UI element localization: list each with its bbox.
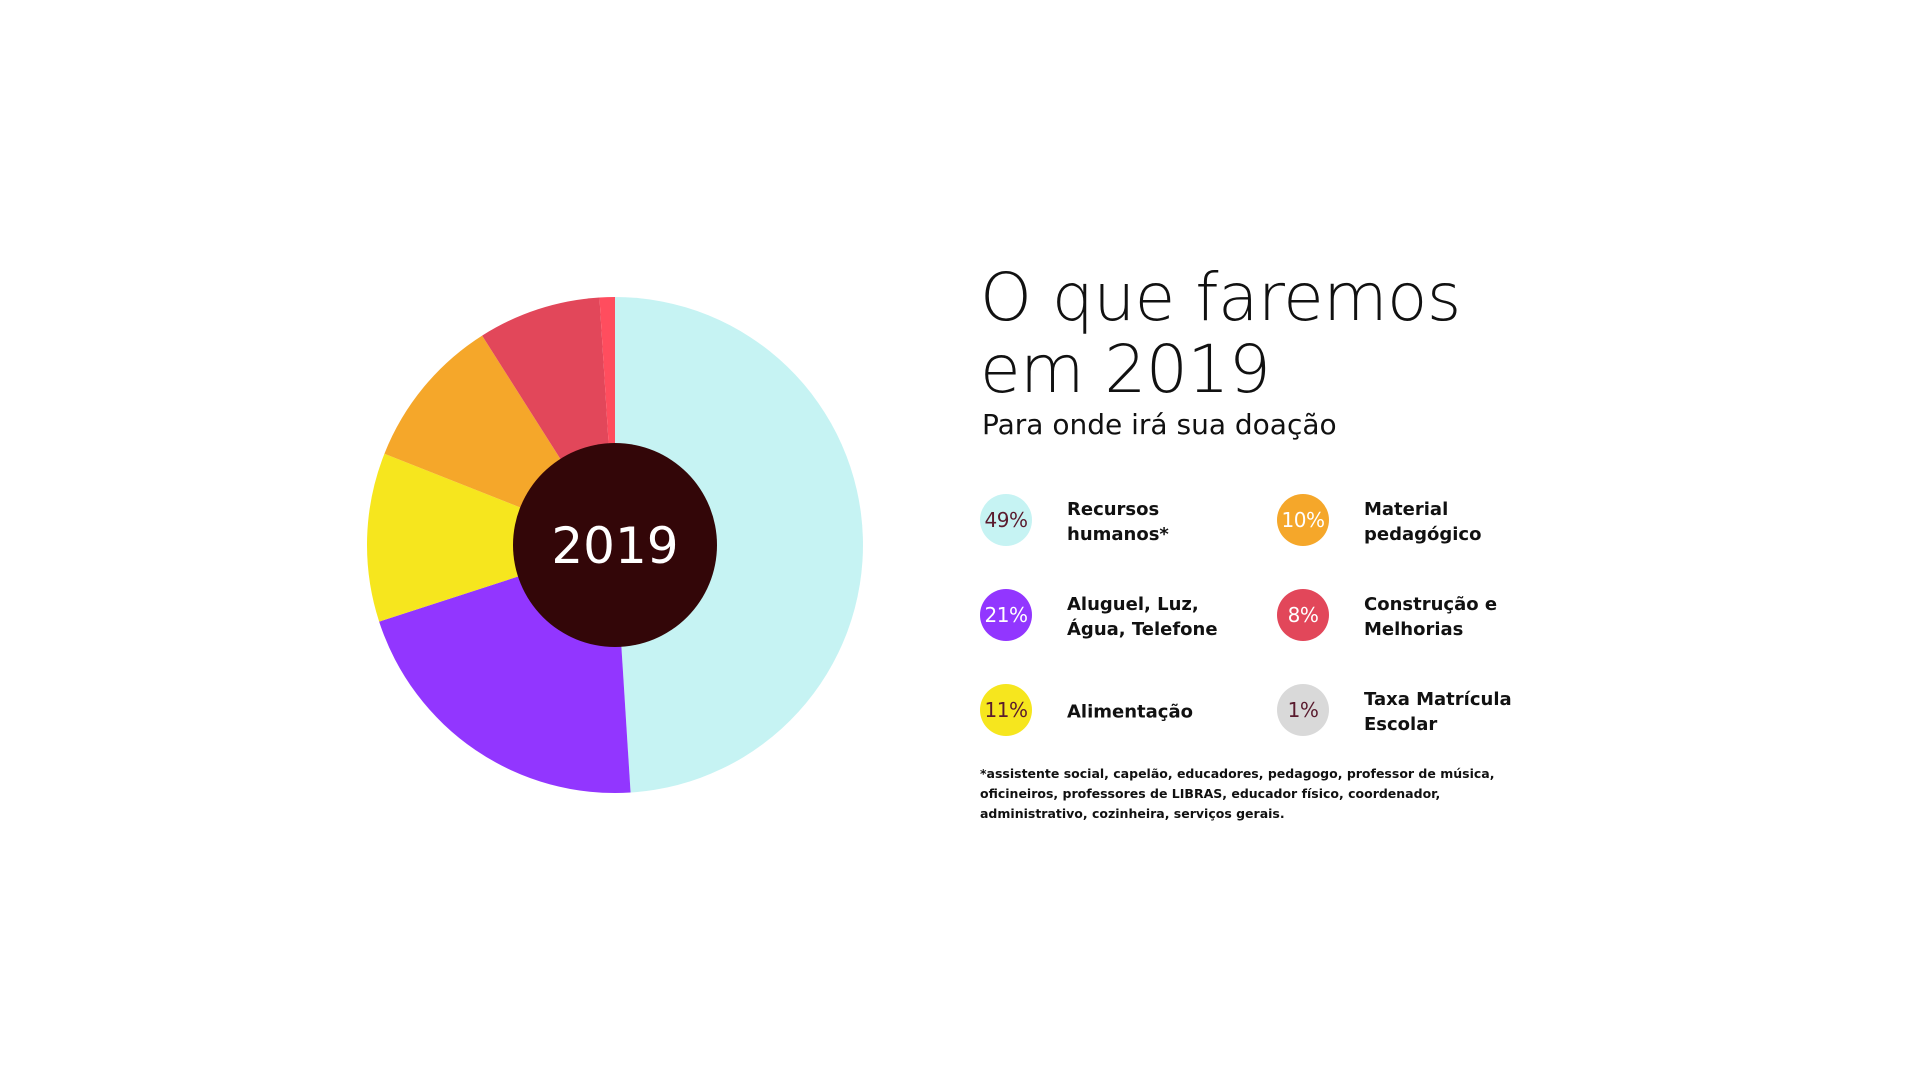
legend-label: Aluguel, Luz, Água, Telefone — [1067, 594, 1218, 640]
legend-item: 1% Taxa Matrícula Escolar — [1277, 684, 1547, 740]
legend-item: 49% Recursos humanos* — [980, 494, 1250, 550]
legend-label: Recursos humanos* — [1067, 499, 1169, 545]
legend-percent-badge: 8% — [1277, 589, 1329, 641]
legend-item: 8% Construção e Melhorias — [1277, 589, 1547, 645]
chart-center-circle — [513, 443, 717, 647]
legend-item: 10% Material pedagógico — [1277, 494, 1547, 550]
legend-item: 21% Aluguel, Luz, Água, Telefone — [980, 589, 1250, 645]
pie-slice — [367, 453, 615, 622]
legend-label: Taxa Matrícula Escolar — [1364, 689, 1512, 735]
page-title: O que faremos em 2019 — [980, 259, 1461, 408]
legend: 49% Recursos humanos* 10% Material pedag… — [980, 494, 1540, 754]
legend-label: Alimentação — [1067, 701, 1193, 723]
legend-percent-badge: 49% — [980, 494, 1032, 546]
footnote: *assistente social, capelão, educadores,… — [980, 766, 1495, 821]
legend-label: Material pedagógico — [1364, 499, 1482, 545]
chart-center-label: 2019 — [551, 517, 678, 575]
donut-chart-svg: 2019 — [367, 297, 863, 793]
pie-slice — [615, 297, 863, 793]
legend-percent-badge: 21% — [980, 589, 1032, 641]
legend-item: 11% Alimentação — [980, 684, 1250, 740]
info-panel: O que faremos em 2019 Para onde irá sua … — [980, 262, 1540, 442]
legend-label: Construção e Melhorias — [1364, 594, 1498, 640]
legend-percent-badge: 10% — [1277, 494, 1329, 546]
legend-percent-badge: 1% — [1277, 684, 1329, 736]
legend-percent-badge: 11% — [980, 684, 1032, 736]
page-subtitle: Para onde irá sua doação — [982, 408, 1337, 441]
donut-chart: 2019 — [365, 295, 865, 795]
